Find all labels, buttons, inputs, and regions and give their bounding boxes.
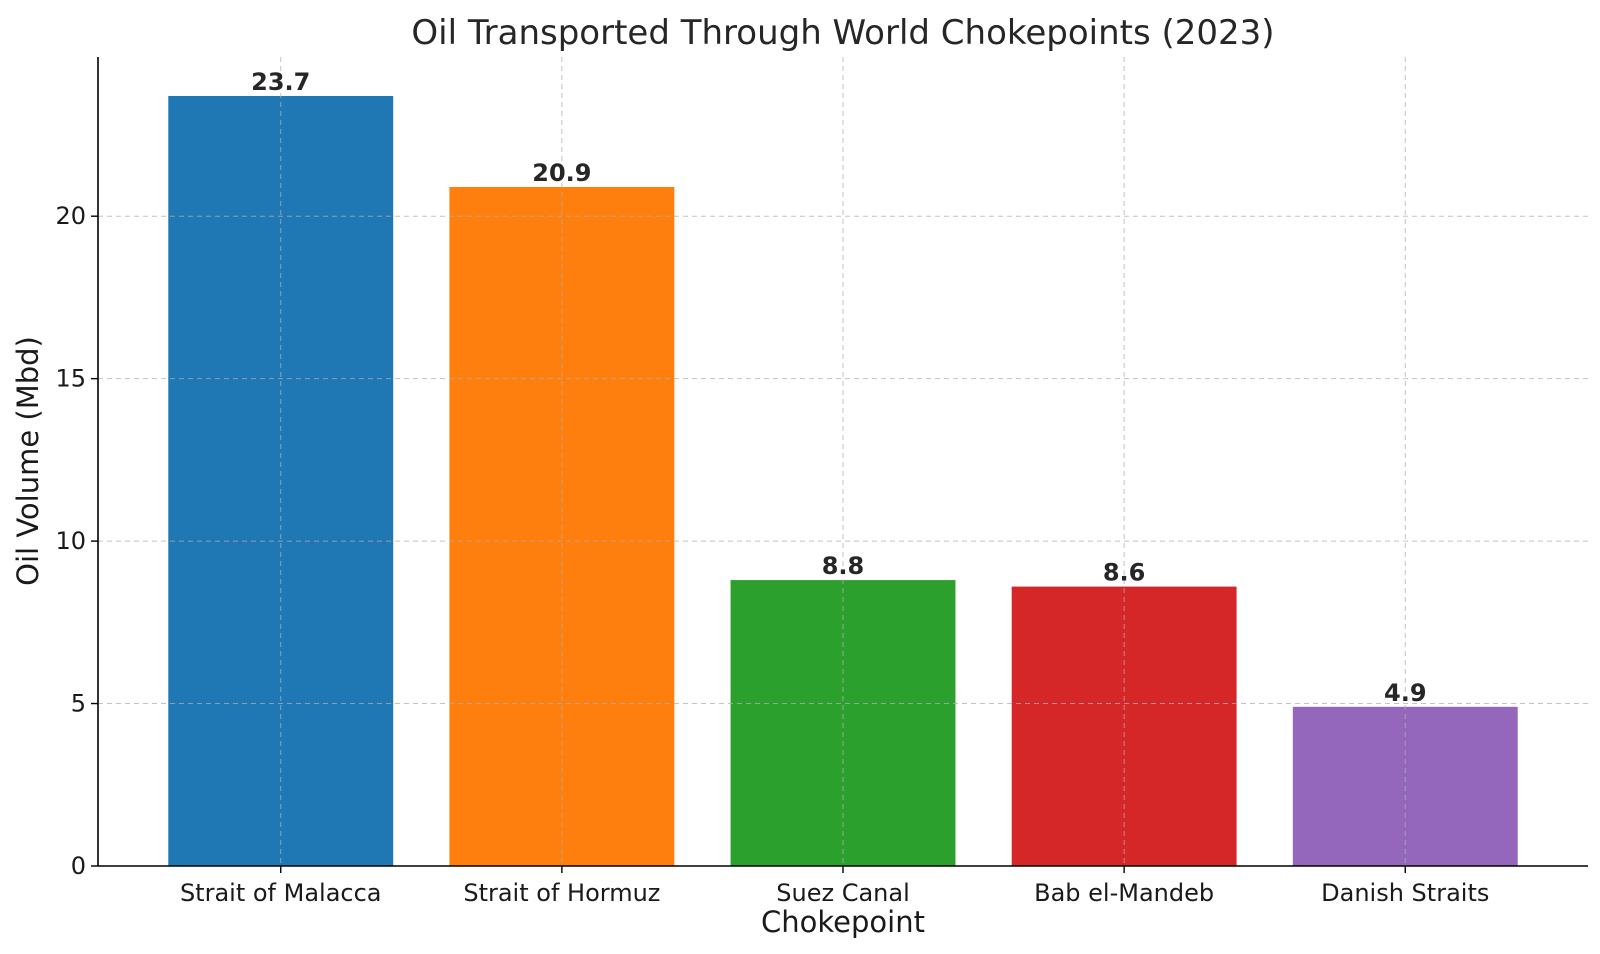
x-tick-label: Strait of Malacca: [180, 879, 382, 907]
bar-value-label: 8.6: [1103, 559, 1146, 587]
x-tick-label: Strait of Hormuz: [463, 879, 660, 907]
bar-value-label: 4.9: [1384, 679, 1427, 707]
ticks: 0 5 10 15 20 Strait of Malacca Strait of Hormu…: [55, 202, 1489, 907]
bar-value-label: 20.9: [532, 159, 591, 187]
y-tick-label: 10: [55, 527, 86, 555]
value-labels: 23.7 20.9 8.8 8.6 4.9: [251, 68, 1426, 707]
bar-value-label: 23.7: [251, 68, 310, 96]
chart-title: Oil Transported Through World Chokepoint…: [411, 13, 1274, 53]
y-tick-label: 0: [71, 852, 86, 880]
y-tick-label: 20: [55, 202, 86, 230]
x-tick-label: Suez Canal: [776, 879, 910, 907]
y-tick-label: 5: [71, 690, 86, 718]
x-axis-label: Chokepoint: [761, 905, 925, 939]
y-tick-label: 15: [55, 365, 86, 393]
x-tick-label: Danish Straits: [1321, 879, 1489, 907]
y-axis-label: Oil Volume (Mbd): [11, 336, 45, 586]
x-tick-label: Bab el-Mandeb: [1034, 879, 1214, 907]
bar-value-label: 8.8: [822, 552, 865, 580]
